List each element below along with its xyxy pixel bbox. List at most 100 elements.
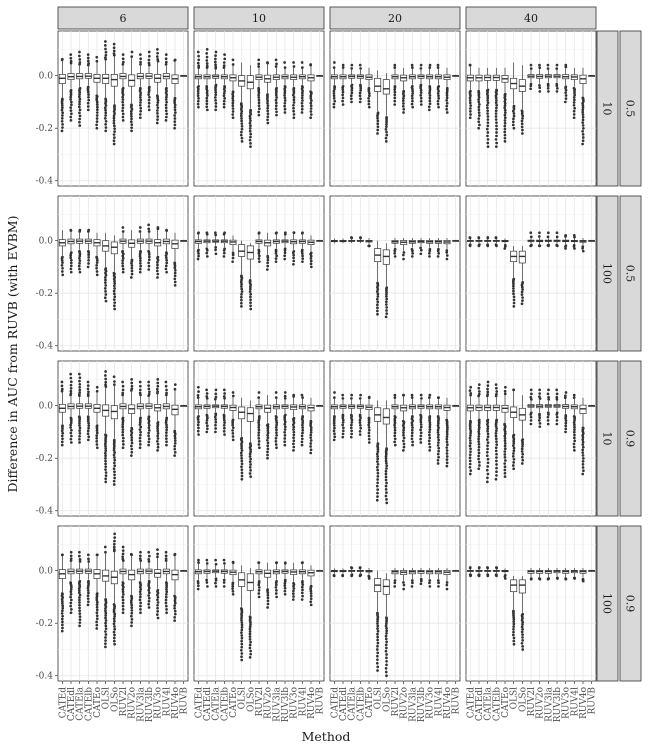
outlier-point bbox=[309, 254, 313, 258]
outlier-point bbox=[275, 62, 278, 66]
outlier-point bbox=[69, 387, 73, 390]
facet-panel bbox=[465, 525, 597, 682]
outlier-point bbox=[283, 579, 287, 583]
outlier-point bbox=[385, 288, 388, 292]
outlier-point bbox=[196, 61, 200, 65]
outlier-point bbox=[512, 627, 515, 631]
y-tick-label: -0.4 bbox=[36, 507, 54, 517]
outlier-point bbox=[410, 579, 414, 582]
box-RUV3lb bbox=[145, 223, 153, 271]
outlier-point bbox=[573, 423, 576, 427]
outlier-point bbox=[214, 388, 218, 392]
outlier-point bbox=[265, 97, 269, 101]
outlier-point bbox=[445, 437, 449, 441]
outlier-point bbox=[341, 63, 345, 67]
outlier-point bbox=[156, 448, 159, 452]
outlier-point bbox=[486, 444, 489, 448]
outlier-point bbox=[138, 388, 142, 392]
x-tick-label: RUVB bbox=[588, 687, 598, 715]
outlier-point bbox=[156, 384, 160, 388]
outlier-point bbox=[428, 87, 432, 91]
outlier-point bbox=[112, 298, 116, 301]
outlier-point bbox=[428, 430, 431, 434]
outlier-point bbox=[477, 448, 481, 452]
outlier-point bbox=[537, 577, 541, 580]
outlier-point bbox=[248, 627, 252, 631]
outlier-point bbox=[231, 99, 235, 102]
outlier-point bbox=[240, 652, 244, 655]
outlier-point bbox=[503, 121, 507, 125]
outlier-point bbox=[581, 249, 585, 253]
outlier-point bbox=[69, 261, 73, 265]
outlier-point bbox=[309, 597, 313, 601]
box-CATEo bbox=[501, 568, 509, 580]
outlier-point bbox=[486, 432, 490, 436]
outlier-point bbox=[445, 107, 449, 111]
outlier-point bbox=[572, 234, 576, 237]
box-RUV2l bbox=[527, 388, 535, 426]
outlier-point bbox=[257, 257, 261, 260]
outlier-point bbox=[367, 441, 371, 444]
box-RUV4l bbox=[298, 61, 306, 114]
outlier-point bbox=[139, 611, 142, 615]
outlier-point bbox=[257, 446, 261, 450]
outlier-point bbox=[411, 440, 414, 444]
outlier-point bbox=[164, 106, 168, 110]
outlier-point bbox=[486, 480, 489, 484]
outlier-point bbox=[350, 67, 354, 70]
outlier-point bbox=[69, 59, 73, 63]
outlier-point bbox=[86, 419, 90, 423]
outlier-point bbox=[385, 491, 388, 494]
outlier-point bbox=[60, 258, 64, 262]
box-OLSl bbox=[102, 40, 110, 133]
outlier-point bbox=[104, 621, 107, 625]
outlier-point bbox=[61, 126, 64, 129]
outlier-point bbox=[581, 106, 585, 109]
outlier-point bbox=[402, 257, 405, 261]
outlier-point bbox=[173, 271, 177, 275]
outlier-point bbox=[419, 416, 423, 420]
outlier-point bbox=[283, 434, 287, 437]
outlier-point bbox=[375, 648, 379, 651]
outlier-point bbox=[486, 447, 489, 451]
box-OLSo bbox=[382, 73, 390, 143]
outlier-point bbox=[538, 422, 542, 425]
outlier-point bbox=[78, 601, 81, 604]
outlier-point bbox=[503, 444, 507, 448]
outlier-point bbox=[213, 415, 217, 419]
box-RUV3la bbox=[136, 53, 144, 120]
outlier-point bbox=[477, 445, 481, 449]
outlier-point bbox=[572, 396, 576, 399]
outlier-point bbox=[69, 437, 73, 441]
x-tick-label: CATEdl bbox=[203, 687, 213, 721]
outlier-point bbox=[173, 599, 177, 603]
outlier-point bbox=[359, 416, 362, 420]
outlier-point bbox=[78, 550, 81, 554]
outlier-point bbox=[511, 633, 515, 637]
outlier-point bbox=[112, 136, 116, 139]
outlier-point bbox=[249, 119, 252, 123]
outlier-point bbox=[512, 446, 516, 450]
box-CATElb bbox=[356, 236, 364, 244]
box-RUV2l bbox=[255, 391, 263, 450]
outlier-point bbox=[147, 264, 151, 268]
outlier-point bbox=[486, 465, 490, 468]
x-tick-label: CATEd bbox=[466, 687, 476, 718]
outlier-point bbox=[197, 97, 200, 100]
box-RUVB bbox=[588, 569, 596, 572]
outlier-point bbox=[384, 484, 388, 488]
box-RUV3la bbox=[544, 231, 552, 248]
outlier-point bbox=[468, 96, 472, 100]
outlier-point bbox=[95, 611, 99, 615]
outlier-point bbox=[478, 390, 481, 393]
outlier-point bbox=[214, 98, 217, 102]
outlier-point bbox=[436, 255, 440, 258]
outlier-point bbox=[581, 579, 585, 583]
outlier-point bbox=[155, 387, 159, 391]
outlier-point bbox=[139, 53, 142, 56]
outlier-point bbox=[359, 236, 362, 240]
box-RUV3la bbox=[136, 380, 144, 450]
box-CATEo bbox=[229, 58, 237, 120]
outlier-point bbox=[469, 469, 473, 472]
outlier-point bbox=[121, 436, 125, 440]
